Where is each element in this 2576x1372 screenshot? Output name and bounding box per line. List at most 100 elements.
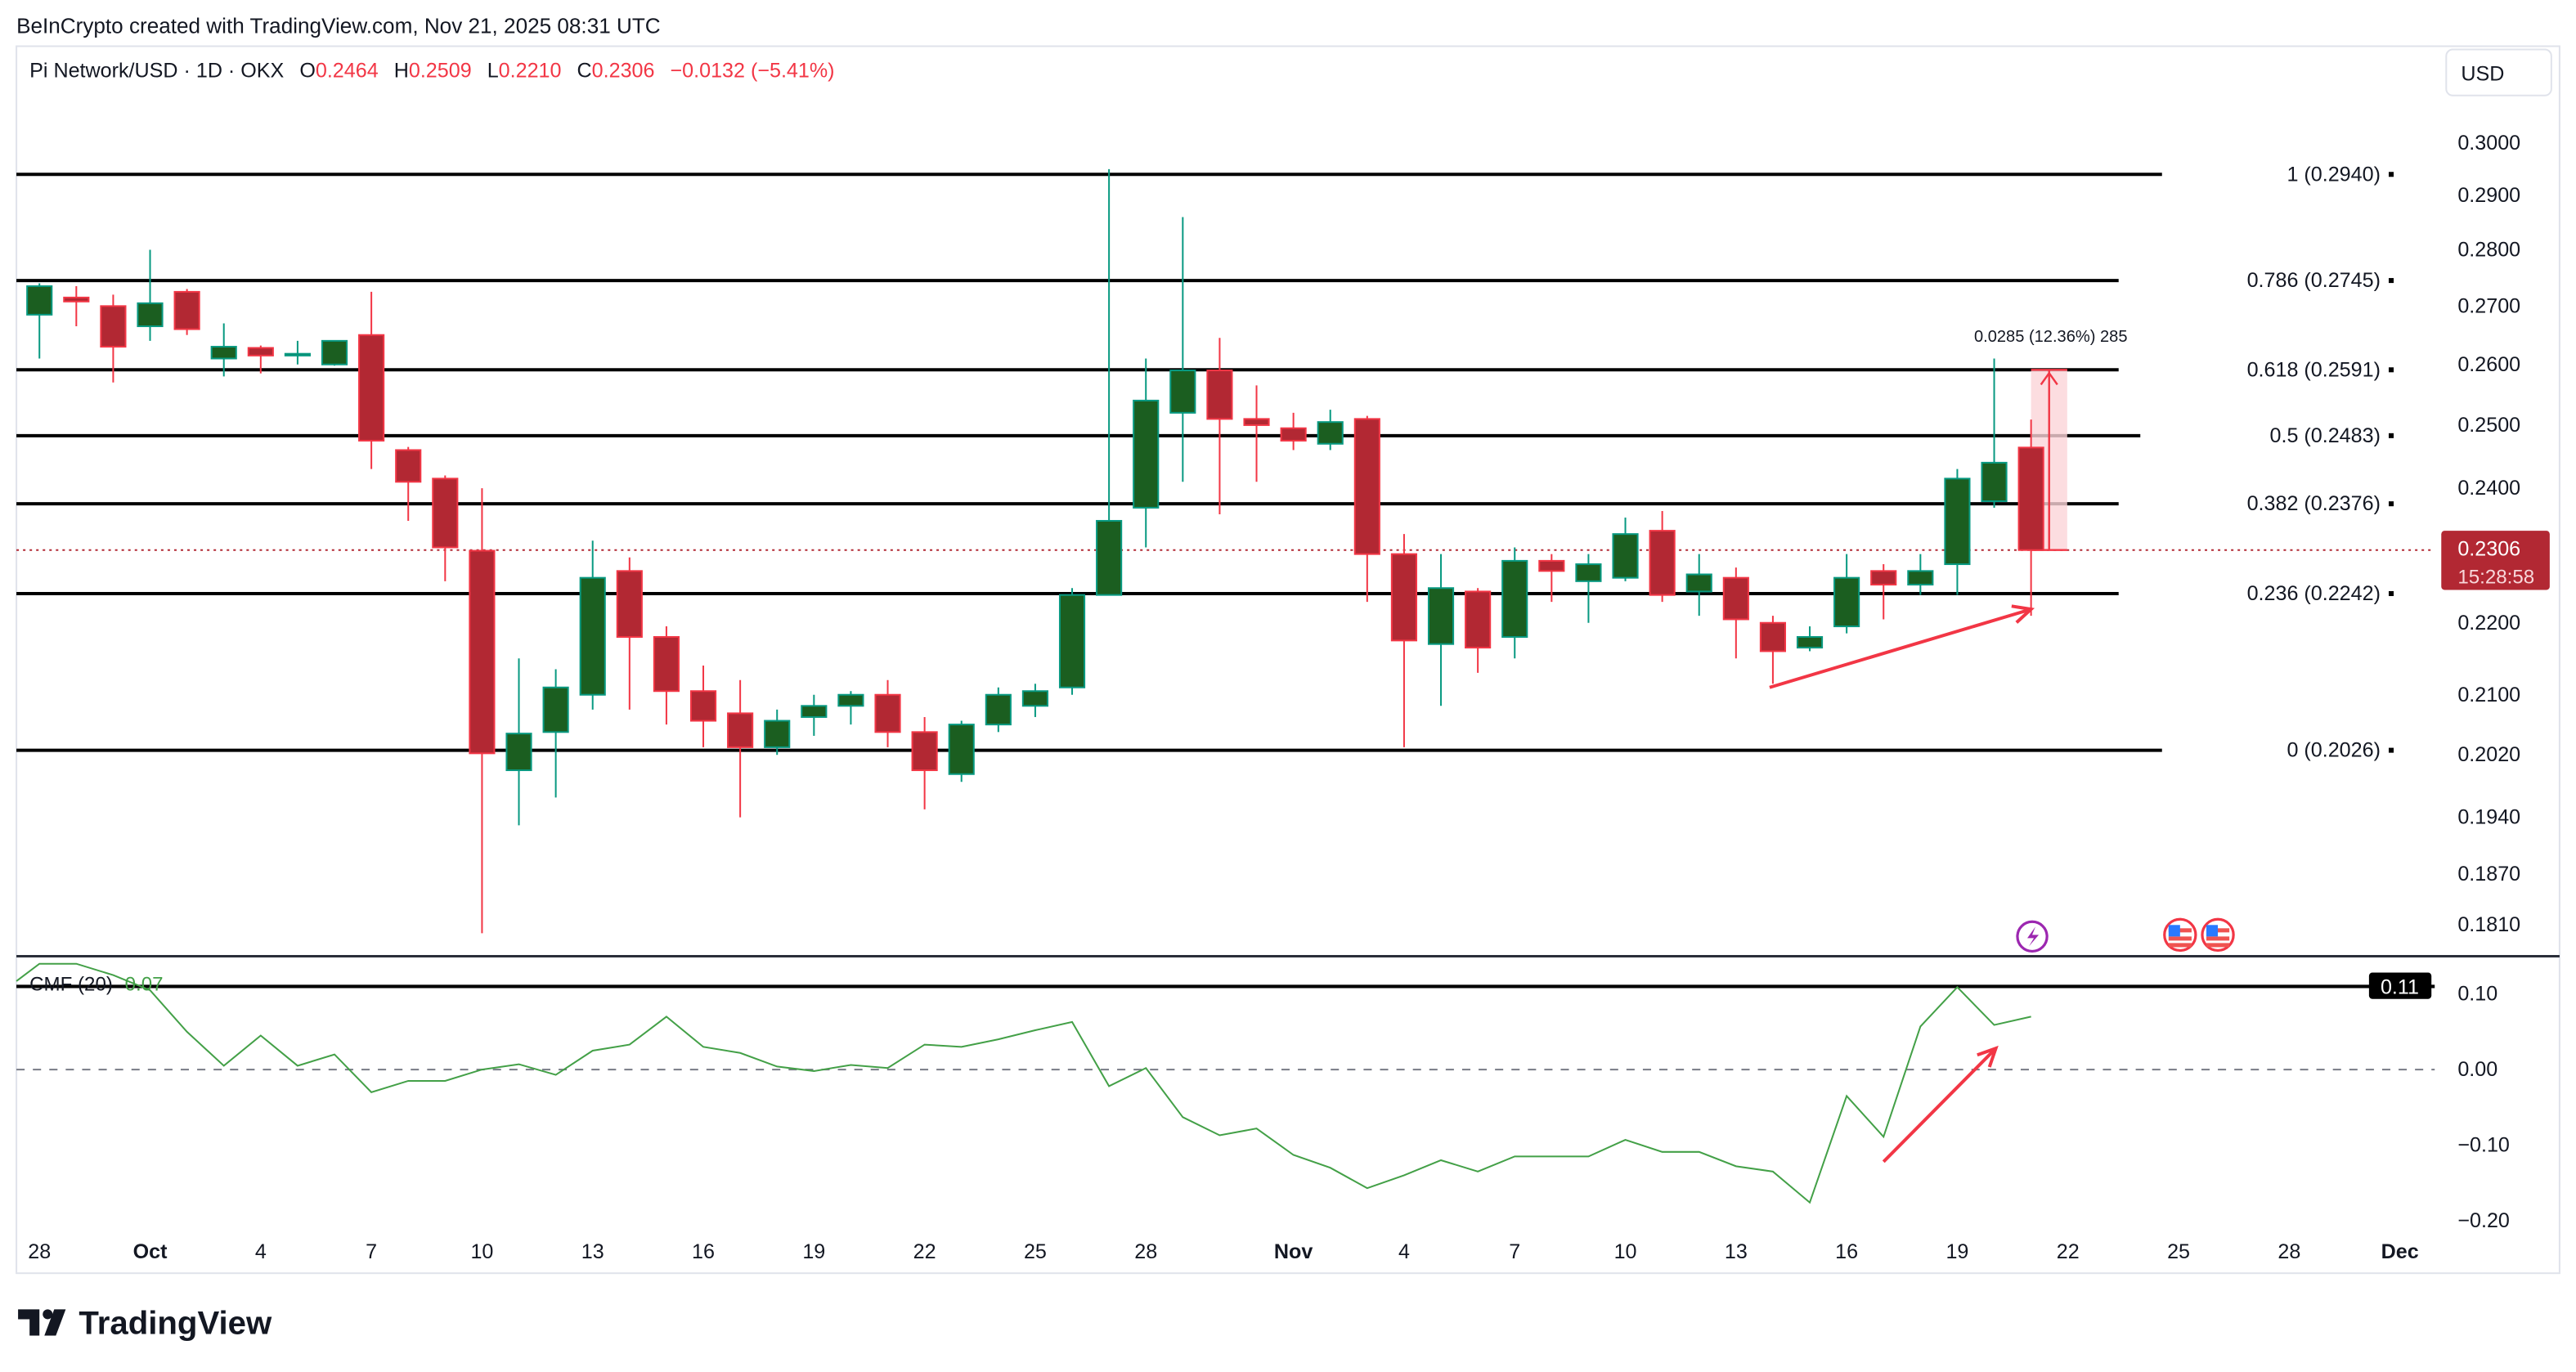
cmf-legend-value: 0.07 <box>125 974 164 996</box>
candle-up <box>1833 554 1860 634</box>
cmf-tick-label: −0.10 <box>2457 1134 2510 1157</box>
close-label: C <box>577 60 592 83</box>
candle-body <box>1058 594 1086 688</box>
cmf-arrow-head <box>1977 1045 1999 1068</box>
candle-body <box>837 693 864 707</box>
candle-down <box>1870 564 1897 620</box>
candle-body <box>1944 478 1971 566</box>
fib-level-label: 0.618 (0.2591) <box>2247 358 2381 381</box>
candle-up <box>764 709 791 755</box>
price-tick-label: 0.1870 <box>2457 863 2520 886</box>
cmf-legend[interactable]: CMF (20) 0.07 <box>29 974 163 996</box>
symbol-label[interactable]: Pi Network/USD · 1D · OKX <box>29 60 284 83</box>
candle-down <box>1465 588 1492 673</box>
candle-up <box>1501 547 1528 659</box>
candle-up <box>1427 554 1455 706</box>
currency-label[interactable]: USD <box>2461 63 2504 86</box>
price-tick-label: 0.2800 <box>2457 239 2520 262</box>
candle-body <box>1427 587 1455 645</box>
time-tick-label: 22 <box>913 1240 936 1263</box>
candle-up <box>1685 554 1712 617</box>
candle-up <box>1096 168 1123 596</box>
candle-up <box>1058 588 1086 695</box>
candle-body <box>1538 559 1565 572</box>
candle-up <box>801 694 828 736</box>
candle-down <box>874 679 901 747</box>
fib-level-label: 0.382 (0.2376) <box>2247 492 2381 515</box>
fib-level-label: 0.5 (0.2483) <box>2270 424 2381 447</box>
candle-up <box>948 720 975 782</box>
candle-body <box>1796 636 1824 649</box>
fib-level-marker <box>2388 278 2394 284</box>
cmf-tick-label: −0.20 <box>2457 1209 2510 1232</box>
time-tick-label: 19 <box>802 1240 825 1263</box>
candle-up <box>26 283 53 359</box>
candle-down <box>432 475 459 581</box>
candle-body <box>579 576 606 696</box>
time-tick-label: 16 <box>692 1240 715 1263</box>
candle-up <box>505 658 532 826</box>
candle-body <box>1575 563 1602 582</box>
tradingview-logo-icon <box>18 1309 40 1336</box>
candle-up <box>1612 517 1639 581</box>
bar-countdown: 15:28:58 <box>2457 566 2534 588</box>
time-tick-label: 19 <box>1945 1240 1968 1263</box>
fib-level-marker <box>2388 590 2394 596</box>
candle-body <box>689 690 717 722</box>
candle-up <box>542 669 569 798</box>
candle-up <box>1133 358 1160 548</box>
candlestick-series <box>26 168 2044 934</box>
time-tick-label: 13 <box>1725 1240 1748 1263</box>
candle-body <box>1907 570 1934 586</box>
candle-up <box>1575 554 1602 623</box>
candle-down <box>1206 338 1233 514</box>
candle-body <box>1833 576 1860 628</box>
time-axis[interactable]: 28 Oct 4 7 10 13 16 19 22 25 28 Nov 4 7 10 13 16 19 22 25 28… <box>28 1240 2418 1263</box>
currency-button[interactable]: USD <box>2445 48 2552 96</box>
price-axis[interactable]: 0.3000 0.2900 0.2800 0.2700 0.2600 0.2500 0.24… <box>2457 132 2520 936</box>
candle-up <box>579 540 606 710</box>
candle-body <box>173 290 200 330</box>
price-tick-label: 0.3000 <box>2457 132 2520 155</box>
candle-up <box>1944 469 1971 595</box>
cmf-axis[interactable]: 0.10 0.00 −0.10 −0.20 <box>16 983 2510 1232</box>
candle-down <box>1280 412 1307 451</box>
tradingview-logo: TradingView <box>18 1305 272 1342</box>
us-flag-event-icon[interactable] <box>2201 917 2235 953</box>
time-tick-label: 7 <box>366 1240 377 1263</box>
candle-up <box>284 340 311 365</box>
candle-up <box>1907 554 1934 595</box>
candle-up <box>137 249 164 341</box>
candle-body <box>1722 576 1749 621</box>
candle-up <box>210 323 237 377</box>
candle-down <box>1649 510 1676 603</box>
price-tick-label: 0.2200 <box>2457 612 2520 634</box>
candle-down <box>911 716 938 809</box>
candle-body <box>395 449 422 483</box>
candle-body <box>63 296 90 303</box>
candle-down <box>1243 385 1270 482</box>
cmf-line <box>16 962 2031 1204</box>
candle-body <box>247 347 274 356</box>
trend-arrow-cmf[interactable] <box>1882 1045 1999 1164</box>
candle-body <box>210 346 237 360</box>
time-tick-label: 7 <box>1509 1240 1520 1263</box>
time-tick-label: 10 <box>1614 1240 1637 1263</box>
high-value: 0.2509 <box>409 60 472 83</box>
candle-up <box>1021 684 1048 717</box>
candle-body <box>1096 519 1123 596</box>
us-flag-event-icon[interactable] <box>2163 917 2197 953</box>
time-tick-label: 28 <box>28 1240 51 1263</box>
candle-body <box>727 712 754 748</box>
fib-level-marker <box>2388 501 2394 507</box>
candle-body <box>1465 590 1492 649</box>
lightning-event-icon[interactable] <box>2016 920 2049 953</box>
candle-body <box>764 720 791 748</box>
candle-body <box>358 334 385 442</box>
candle-body <box>1501 559 1528 639</box>
candle-body <box>1243 418 1270 426</box>
trend-arrow-price[interactable] <box>1769 604 2035 689</box>
fib-level-label: 0.236 (0.2242) <box>2247 582 2381 605</box>
candle-down <box>616 557 643 710</box>
